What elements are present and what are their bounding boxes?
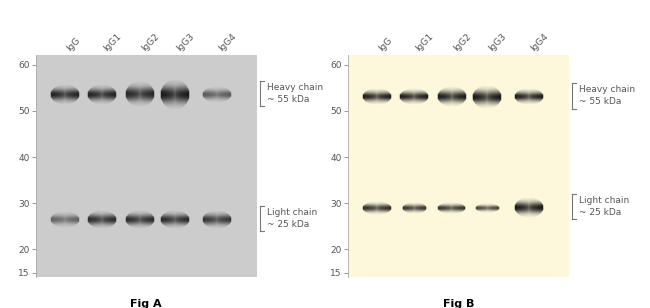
Text: IgG: IgG: [376, 36, 394, 53]
Text: IgG: IgG: [64, 36, 82, 53]
Text: IgG4: IgG4: [217, 32, 238, 53]
Text: IgG3: IgG3: [175, 32, 196, 53]
Text: IgG1: IgG1: [102, 32, 124, 53]
Text: IgG4: IgG4: [529, 32, 550, 53]
Text: Light chain
~ 25 kDa: Light chain ~ 25 kDa: [267, 208, 318, 229]
Text: Heavy chain
~ 55 kDa: Heavy chain ~ 55 kDa: [579, 85, 636, 106]
Text: Fig B: Fig B: [443, 299, 474, 308]
Text: IgG3: IgG3: [487, 32, 508, 53]
Text: Heavy chain
~ 55 kDa: Heavy chain ~ 55 kDa: [267, 83, 324, 104]
Text: Fig A: Fig A: [131, 299, 162, 308]
Text: Light chain
~ 25 kDa: Light chain ~ 25 kDa: [579, 196, 630, 217]
Text: IgG2: IgG2: [140, 32, 161, 53]
Text: IgG2: IgG2: [452, 32, 473, 53]
Text: IgG1: IgG1: [414, 32, 436, 53]
